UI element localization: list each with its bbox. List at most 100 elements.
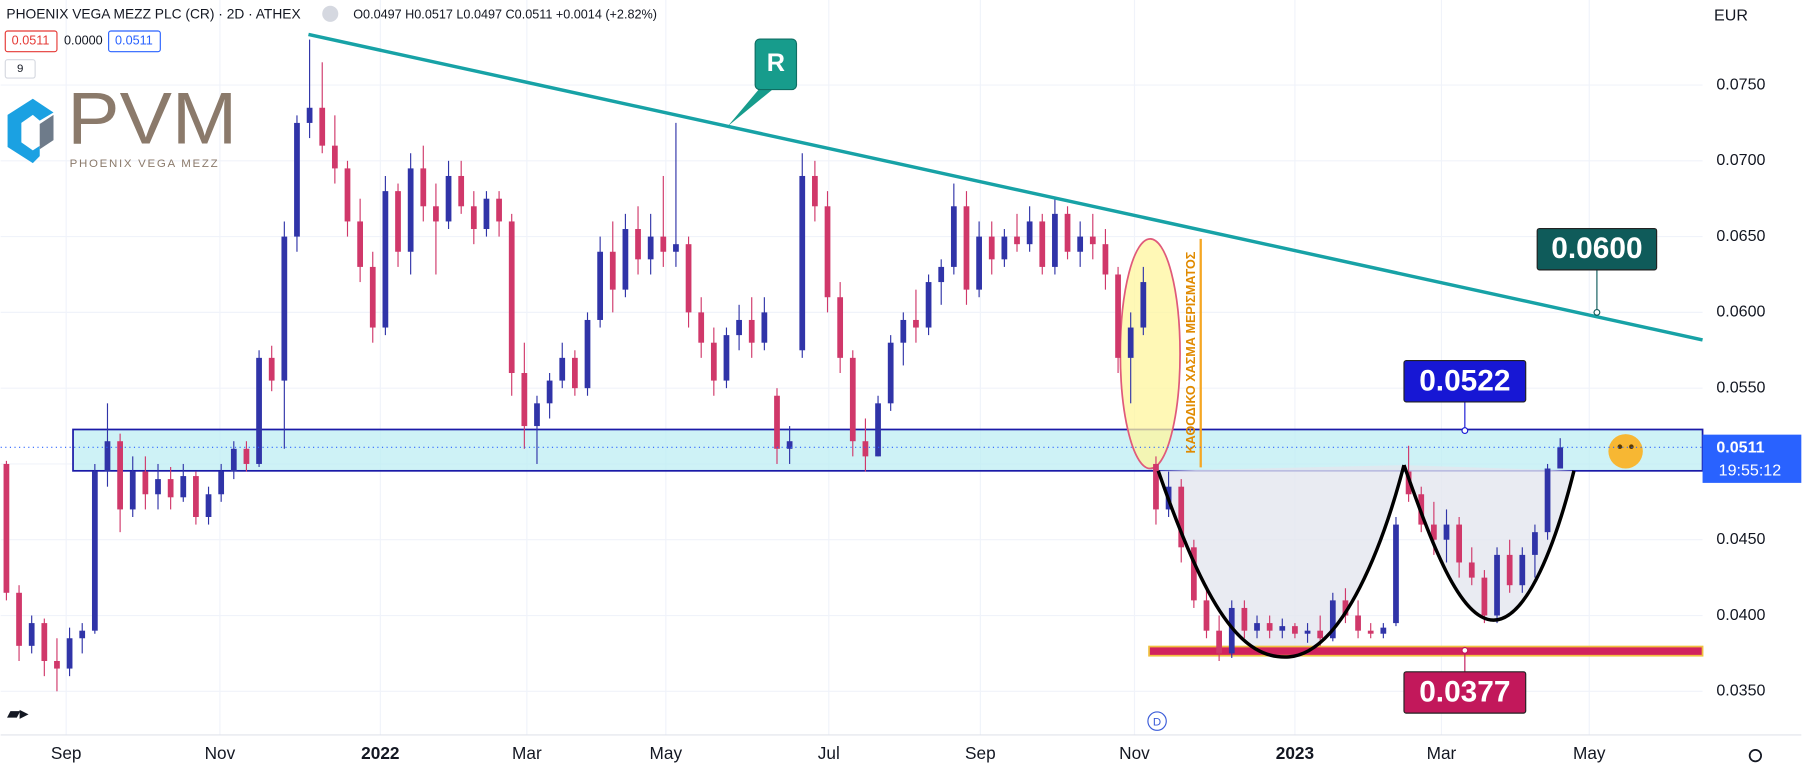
y-tick-label: 0.0400 xyxy=(1716,606,1765,624)
candle-body xyxy=(268,357,275,381)
x-tick-label: 2022 xyxy=(361,743,399,763)
x-tick-label: Mar xyxy=(1427,743,1457,763)
candle-body xyxy=(736,319,742,336)
candle-body xyxy=(470,206,477,230)
candle-body xyxy=(1228,607,1235,654)
candle-body xyxy=(1014,236,1020,245)
candle-body xyxy=(1127,327,1134,358)
candle-body xyxy=(294,122,300,237)
y-tick-label: 0.0550 xyxy=(1716,378,1765,396)
candle-body xyxy=(786,441,793,449)
candle-body xyxy=(1532,532,1538,555)
candle-body xyxy=(155,479,161,495)
last-price: 0.0511 xyxy=(1716,439,1764,457)
candle-body xyxy=(1304,630,1311,634)
price-label-box xyxy=(1403,671,1527,714)
candle-body xyxy=(597,251,604,320)
candle-body xyxy=(1241,607,1248,631)
x-tick-label: Nov xyxy=(1119,743,1150,763)
candle-body xyxy=(799,175,806,351)
candle-body xyxy=(117,441,123,510)
candle-body xyxy=(243,448,250,464)
callout-box xyxy=(754,38,798,91)
candle-body xyxy=(824,206,831,298)
x-tick-label: Sep xyxy=(51,743,82,763)
candle-body xyxy=(16,592,22,646)
candle-body xyxy=(420,168,427,207)
candle-body xyxy=(306,107,313,123)
dividend-marker xyxy=(1147,711,1167,731)
candle-body xyxy=(433,206,439,222)
spread: 0.0000 xyxy=(64,34,103,48)
thinking-emoji xyxy=(1608,434,1643,469)
candle-body xyxy=(1190,547,1197,601)
candle-body xyxy=(496,198,502,222)
candle-body xyxy=(281,236,288,381)
candle-body xyxy=(1039,221,1046,267)
candle-body xyxy=(1468,562,1475,578)
x-tick-label: Mar xyxy=(512,743,542,763)
candle-body xyxy=(1153,463,1159,510)
candle-body xyxy=(319,107,326,146)
price-label: 0.0522 xyxy=(1419,364,1510,397)
price-label: 0.0377 xyxy=(1419,676,1510,709)
candle-body xyxy=(673,244,679,252)
candle-body xyxy=(1115,274,1121,358)
price-callout-dot xyxy=(1461,427,1469,435)
candle-body xyxy=(635,229,641,260)
candle-body xyxy=(1544,468,1551,533)
countdown: 19:55:12 xyxy=(1719,462,1782,480)
dividend-label: D xyxy=(1153,716,1161,728)
candle-body xyxy=(963,206,970,290)
candle-body xyxy=(660,236,667,252)
candle-body xyxy=(710,342,717,381)
candle-body xyxy=(572,357,578,389)
logo-name: PHOENIX VEGA MEZZ xyxy=(70,158,220,170)
cup-curve xyxy=(1156,464,1406,659)
y-tick-label: 0.0750 xyxy=(1716,75,1765,93)
candle-body xyxy=(1506,554,1513,586)
x-tick-label: May xyxy=(1573,743,1606,763)
candle-body xyxy=(91,471,98,631)
tv-logo: ▰▸ xyxy=(7,705,29,723)
candle-body xyxy=(1481,577,1488,616)
candle-body xyxy=(1519,554,1526,586)
candle-body xyxy=(559,357,566,381)
candle-body xyxy=(1494,554,1500,616)
price-label: 0.0600 xyxy=(1551,232,1642,265)
candle-body xyxy=(887,342,894,404)
indicators-box[interactable] xyxy=(4,59,36,79)
hide-button[interactable] xyxy=(322,5,339,22)
candle-body xyxy=(1001,236,1008,260)
candle-body xyxy=(66,638,73,669)
candle-body xyxy=(230,448,237,472)
candle-body xyxy=(1102,244,1109,275)
logo-mark: PVM xyxy=(67,76,237,159)
candle-body xyxy=(205,494,212,518)
price-callout-dot xyxy=(1461,646,1469,654)
symbol: PHOENIX VEGA MEZZ PLC (CR) · 2D · ATHEX xyxy=(6,7,300,22)
indicators: 9 xyxy=(17,63,23,75)
candle-body xyxy=(609,251,616,290)
y-tick-label: 0.0650 xyxy=(1716,227,1765,245)
candle-body xyxy=(900,319,907,343)
candle-body xyxy=(1052,213,1058,267)
candle-body xyxy=(622,229,629,290)
candle-body xyxy=(407,168,414,252)
support-line xyxy=(1148,645,1704,657)
candle-body xyxy=(445,175,452,222)
candle-body xyxy=(1557,447,1564,469)
candle-body xyxy=(1026,221,1033,245)
candle-body xyxy=(1443,524,1450,540)
candle-body xyxy=(1355,615,1361,631)
candle-body xyxy=(748,319,755,343)
candle-body xyxy=(875,403,881,457)
candle-body xyxy=(913,319,919,328)
candle-body xyxy=(534,403,540,427)
candle-body xyxy=(395,191,401,252)
currency: EUR xyxy=(1714,6,1748,24)
candle-body xyxy=(129,471,136,510)
settings-button[interactable] xyxy=(1748,749,1762,763)
candle-body xyxy=(647,236,654,260)
